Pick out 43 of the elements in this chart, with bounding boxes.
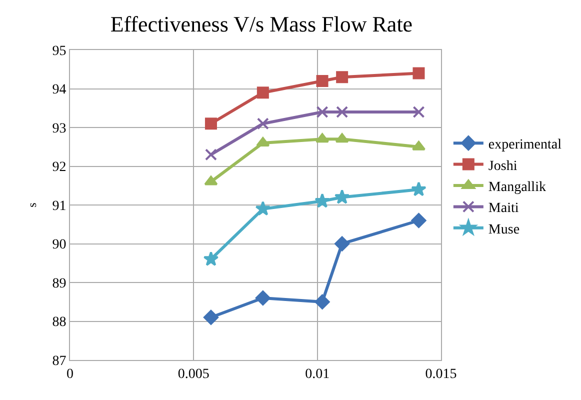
- legend-label: Mangallik: [488, 180, 546, 195]
- y-tick-label: 95: [52, 44, 66, 59]
- legend-label: Joshi: [488, 158, 518, 174]
- y-tick-label: 87: [52, 354, 66, 369]
- point: [412, 67, 425, 80]
- point: [334, 189, 350, 204]
- point: [203, 251, 219, 266]
- point: [314, 193, 330, 208]
- y-tick-label: 92: [52, 160, 66, 176]
- point: [203, 310, 218, 325]
- y-tick-label: 90: [52, 238, 66, 253]
- point: [316, 133, 330, 143]
- point: [204, 176, 218, 186]
- y-tick-label: 88: [52, 315, 66, 330]
- y-axis-title: s: [25, 202, 39, 208]
- point: [255, 200, 271, 216]
- point: [411, 213, 426, 228]
- legend-label: experimental: [488, 138, 562, 153]
- point: [334, 236, 350, 252]
- point: [336, 71, 348, 84]
- point: [412, 106, 425, 118]
- point: [256, 118, 269, 130]
- point: [336, 106, 348, 118]
- point: [411, 182, 426, 196]
- point: [316, 106, 328, 118]
- point: [255, 290, 270, 306]
- legend-label: Maiti: [488, 201, 519, 216]
- point: [204, 118, 217, 130]
- x-tick-label: 0: [66, 366, 74, 382]
- y-tick-label: 94: [52, 82, 66, 98]
- x-tick-label: 0.015: [425, 366, 457, 382]
- x-tick-label: 0.01: [305, 366, 330, 382]
- y-tick-label: 91: [52, 198, 66, 214]
- x-tick-label: 0.005: [178, 366, 210, 382]
- legend-label: Muse: [488, 222, 520, 238]
- y-tick-label: 89: [52, 276, 66, 292]
- point: [335, 133, 349, 143]
- y-tick-label: 93: [52, 121, 66, 136]
- point: [314, 294, 330, 310]
- point: [316, 75, 328, 87]
- point: [256, 86, 269, 99]
- chart-title: Effectiveness V/s Mass Flow Rate: [110, 11, 413, 36]
- point: [204, 148, 217, 161]
